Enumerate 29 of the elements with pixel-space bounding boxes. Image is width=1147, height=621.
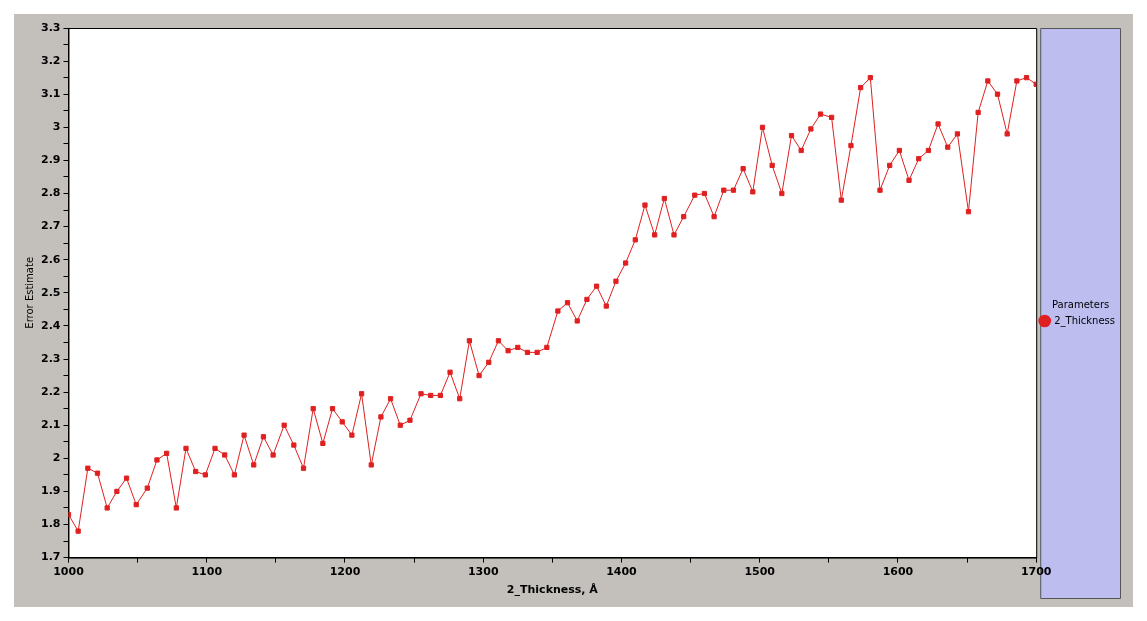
x-tick-label: 1700 — [1020, 565, 1052, 579]
y-tick-label: 3 — [52, 120, 61, 134]
y-tick-label: 1.8 — [40, 517, 61, 531]
y-tick-label: 3.3 — [40, 20, 61, 34]
y-tick-label: 2.3 — [40, 351, 61, 365]
legend-label: 2_Thickness — [1054, 314, 1116, 327]
x-tick-label: 1600 — [882, 565, 914, 579]
y-tick-label: 1.7 — [40, 550, 61, 564]
x-axis-title: 2_Thickness, Å — [506, 583, 599, 597]
y-tick-label: 3.1 — [40, 87, 61, 101]
legend-title: Parameters — [1051, 298, 1110, 310]
y-tick-label: 2.6 — [40, 252, 61, 266]
y-tick-label: 2.7 — [40, 219, 61, 233]
y-tick-label: 1.9 — [40, 484, 61, 498]
x-tick-label: 1000 — [53, 565, 85, 579]
y-tick-label: 2.8 — [40, 186, 61, 200]
x-tick-label: 1200 — [329, 565, 361, 579]
y-tick-label: 2.5 — [40, 285, 61, 299]
x-tick-label: 1500 — [744, 565, 776, 579]
y-axis-title: Error Estimate — [23, 256, 35, 329]
x-tick-label: 1300 — [467, 565, 499, 579]
y-tick-label: 2.4 — [40, 318, 61, 332]
x-tick-label: 1400 — [606, 565, 638, 579]
y-tick-label: 2 — [52, 451, 61, 465]
y-tick-label: 3.2 — [40, 53, 61, 67]
x-tick-label: 1100 — [191, 565, 223, 579]
y-tick-label: 2.1 — [40, 418, 61, 432]
y-tick-label: 2.2 — [40, 384, 61, 398]
y-tick-label: 2.9 — [40, 153, 61, 167]
